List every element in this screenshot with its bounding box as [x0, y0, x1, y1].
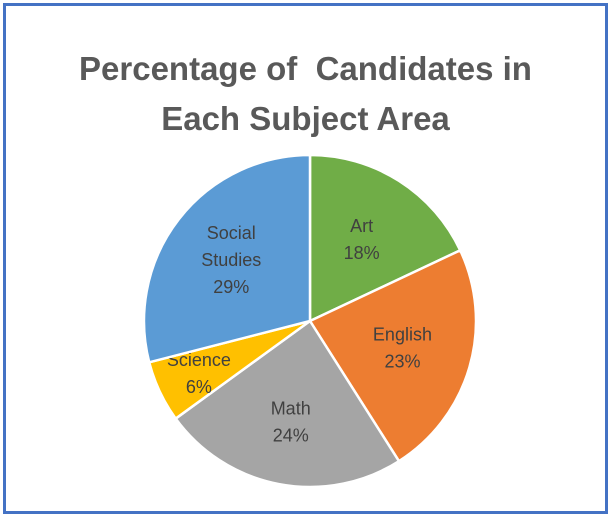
pie-slice-math	[173, 319, 401, 489]
pie-label-line: 29%	[213, 277, 249, 297]
pie-slice-english	[308, 248, 478, 463]
chart-title: Percentage of Candidates in Each Subject…	[0, 44, 611, 144]
pie-label-line: Studies	[201, 250, 261, 270]
pie-label-line: 23%	[384, 351, 420, 371]
pie-label-line: Social	[207, 223, 256, 243]
pie-label-line: 6%	[186, 377, 212, 397]
pie-label-english: English 23%	[373, 324, 432, 371]
chart-title-line-2: Each Subject Area	[161, 100, 450, 137]
pie-slice-art	[308, 153, 462, 323]
pie-label-social-studies: Social Studies 29%	[201, 223, 261, 297]
pie-label-line: Art	[350, 216, 373, 236]
pie-label-science: Science 6%	[167, 350, 231, 397]
pie-label-math: Math 24%	[271, 399, 311, 446]
pie-label-line: English	[373, 324, 432, 344]
pie-label-art: Art 18%	[344, 216, 380, 263]
chart-title-line-1: Percentage of Candidates in	[79, 50, 532, 87]
pie-label-line: 18%	[344, 243, 380, 263]
pie-slice-social-studies	[142, 153, 312, 364]
pie-label-line: 24%	[273, 426, 309, 446]
pie-label-line: Math	[271, 399, 311, 419]
